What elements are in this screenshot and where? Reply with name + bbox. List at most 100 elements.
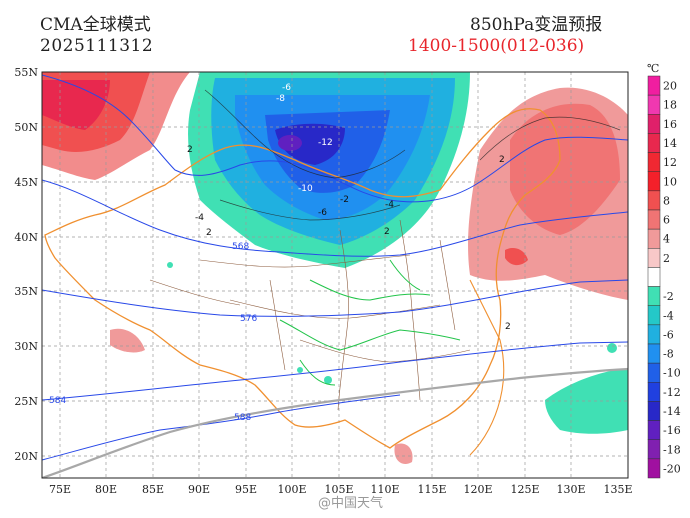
cold-anomaly-extreme — [278, 135, 302, 151]
colorbar-swatch — [647, 75, 661, 96]
lon-label: 90E — [188, 483, 210, 496]
map-plot-area — [42, 72, 628, 478]
contour-label: -4 — [195, 213, 204, 223]
lon-label: 100E — [277, 483, 306, 496]
lat-label: 35N — [14, 285, 38, 298]
temperature-contour-labels: -6 -8 -12 -10 -6 -4 -4 2 2 -2 2 2 2 — [187, 83, 511, 332]
colorbar-label: -12 — [663, 386, 681, 399]
contour-label: -10 — [298, 184, 313, 194]
watermark: @中国天气 — [318, 496, 384, 511]
colorbar-swatch — [647, 305, 661, 326]
colorbar-swatch — [647, 401, 661, 421]
contour-label: -6 — [318, 208, 327, 218]
latitude-labels: 55N 50N 45N 40N 35N 30N 25N 20N — [14, 66, 38, 463]
colorbar-label: 2 — [663, 252, 670, 265]
colorbar-label: 16 — [663, 118, 677, 131]
colorbar-label: -2 — [663, 290, 674, 303]
cold-anomaly-peak — [275, 123, 345, 165]
colorbar-swatch — [647, 114, 661, 134]
contour-label: -12 — [318, 138, 333, 148]
cold-spot-tibet — [167, 262, 173, 268]
coastline-east — [469, 279, 505, 456]
geopotential-labels: 568 576 584 588 — [49, 242, 257, 423]
colorbar-swatch — [647, 152, 661, 172]
colorbar-swatch — [647, 439, 661, 460]
colorbar-swatch — [647, 133, 661, 153]
lat-label: 25N — [14, 395, 38, 408]
colorbar-label: -10 — [663, 367, 681, 380]
colorbar-label: -4 — [663, 309, 674, 322]
colorbar-swatch — [647, 228, 661, 249]
plot-frame — [41, 71, 629, 479]
lat-label: 40N — [14, 231, 38, 244]
contour-label: 2 — [206, 228, 212, 238]
colorbar-swatch — [647, 209, 661, 230]
lon-label: 120E — [463, 483, 492, 496]
lat-label: 50N — [14, 121, 38, 134]
cold-anomaly-southeast — [545, 368, 628, 434]
colorbar-label: 4 — [663, 233, 670, 246]
cold-spot-yunnan — [297, 367, 303, 373]
colorbar-label: 20 — [663, 80, 677, 93]
lon-label: 135E — [603, 483, 632, 496]
province-borders — [149, 219, 471, 411]
colorbar-label: -16 — [663, 424, 681, 437]
contour-label: 2 — [187, 145, 193, 155]
lon-label: 125E — [510, 483, 539, 496]
colorbar-swatch — [647, 362, 661, 383]
geopotential-label: 584 — [49, 396, 66, 406]
contour-label: 2 — [499, 155, 505, 165]
colorbar-label: 10 — [663, 175, 677, 188]
colorbar-swatch — [647, 420, 661, 440]
colorbar-swatch — [647, 171, 661, 192]
colorbar-label: 18 — [663, 99, 677, 112]
lat-label: 45N — [14, 176, 38, 189]
colorbar-swatch — [647, 248, 661, 268]
colorbar-swatch — [647, 324, 661, 345]
lon-label: 85E — [142, 483, 164, 496]
colorbar-swatch — [647, 458, 661, 479]
colorbar-swatch — [647, 382, 661, 402]
product-title: 850hPa变温预报 — [470, 15, 603, 35]
colorbar-swatch — [647, 190, 661, 211]
colorbar-swatch — [647, 94, 661, 115]
warm-anomaly-northwest-peak — [42, 80, 110, 130]
warm-anomaly-northeast-core — [510, 103, 620, 235]
forecast-window: 1400-1500(012-036) — [408, 36, 585, 56]
geopotential-label: 568 — [232, 242, 249, 252]
lat-label: 55N — [14, 66, 38, 79]
lon-label: 130E — [556, 483, 585, 496]
warm-spots-south — [394, 443, 413, 465]
contour-label: -4 — [385, 200, 394, 210]
warm-anomaly-northeast-peak — [505, 248, 528, 266]
colorbar-label: -6 — [663, 328, 674, 341]
lon-label: 115E — [417, 483, 446, 496]
rivers — [279, 259, 461, 386]
temperature-change-contours — [204, 89, 621, 221]
geopotential-contours — [42, 74, 628, 461]
gridlines — [42, 72, 628, 478]
model-title: CMA全球模式 — [40, 15, 151, 35]
colorbar-label: 6 — [663, 214, 670, 227]
cold-spot-sichuan — [324, 376, 332, 384]
contour-label: 2 — [505, 322, 511, 332]
colorbar-label: -18 — [663, 443, 681, 456]
lon-label: 105E — [324, 483, 353, 496]
colorbar-label: 8 — [663, 194, 670, 207]
geopotential-588-line — [42, 367, 628, 478]
longitude-labels: 75E 80E 85E 90E 95E 100E 105E 110E 115E … — [49, 483, 633, 496]
geopotential-label: 588 — [234, 413, 251, 423]
init-time: 2025111312 — [40, 36, 154, 56]
contour-label: 2 — [384, 227, 390, 237]
colorbar-swatch — [647, 286, 661, 306]
colorbar-label: -8 — [663, 348, 674, 361]
colorbar-unit: ℃ — [647, 62, 659, 75]
lon-label: 80E — [95, 483, 117, 496]
colorbar: 20 18 16 14 12 10 8 6 4 2 -2 -4 -6 -8 -10 -12 -14 -16 -18 -… — [647, 75, 681, 479]
colorbar-label: 12 — [663, 156, 677, 169]
lat-label: 30N — [14, 340, 38, 353]
lon-label: 110E — [370, 483, 399, 496]
colorbar-swatch — [647, 343, 661, 364]
colorbar-label: -14 — [663, 405, 681, 418]
